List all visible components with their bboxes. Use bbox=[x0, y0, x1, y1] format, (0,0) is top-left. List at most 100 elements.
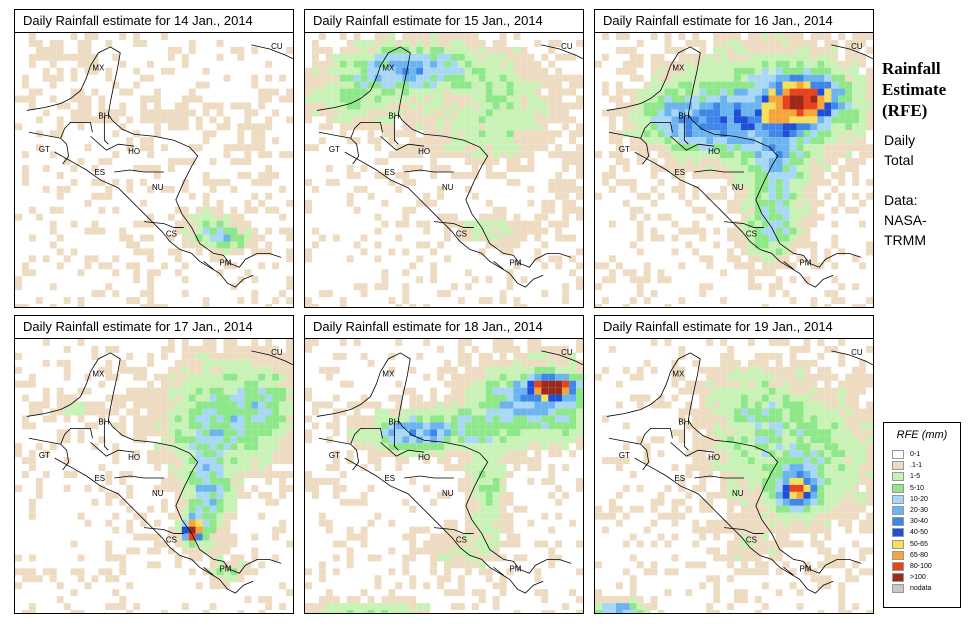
period-line: Daily bbox=[884, 132, 916, 148]
rainfall-grid bbox=[305, 339, 583, 613]
rainfall-map: MX BH GT HO ES NU CS PM CU bbox=[14, 32, 294, 308]
legend-swatch bbox=[892, 472, 904, 482]
country-label: PM bbox=[220, 258, 232, 267]
legend-title: RFE (mm) bbox=[896, 429, 948, 441]
country-label: ES bbox=[94, 168, 105, 177]
country-label: BH bbox=[388, 111, 399, 120]
country-label: PM bbox=[510, 564, 522, 573]
country-label: MX bbox=[382, 64, 395, 73]
legend-label: .1-1 bbox=[910, 462, 923, 470]
legend-label: 80-100 bbox=[910, 562, 932, 570]
legend-swatch bbox=[892, 517, 904, 527]
country-label: GT bbox=[329, 145, 340, 154]
country-label: CS bbox=[166, 230, 177, 239]
country-label: CS bbox=[456, 536, 467, 545]
country-boundaries bbox=[606, 44, 873, 288]
country-label: HO bbox=[708, 453, 720, 462]
legend-label: 30-40 bbox=[910, 518, 928, 526]
country-label: CU bbox=[851, 42, 863, 51]
country-label: HO bbox=[128, 147, 140, 156]
rainfall-grid bbox=[595, 339, 873, 613]
heading-line: Rainfall bbox=[882, 59, 941, 78]
legend-label: nodata bbox=[910, 585, 932, 593]
country-label: HO bbox=[418, 147, 430, 156]
legend-swatch bbox=[892, 561, 904, 571]
country-label: GT bbox=[39, 451, 50, 460]
rainfall-grid bbox=[305, 33, 583, 307]
country-label: NU bbox=[152, 183, 164, 192]
heading-line: (RFE) bbox=[882, 101, 928, 120]
rainfall-map-svg: MX BH GT HO ES NU CS PM CU bbox=[305, 33, 583, 307]
legend-label: 65-80 bbox=[910, 551, 928, 559]
country-label: MX bbox=[382, 370, 395, 379]
period-label: Daily Total bbox=[884, 130, 968, 170]
country-label: BH bbox=[388, 417, 399, 426]
legend-swatch bbox=[892, 494, 904, 504]
country-label: GT bbox=[619, 451, 630, 460]
rainfall-map: MX BH GT HO ES NU CS PM CU bbox=[304, 338, 584, 614]
country-boundaries bbox=[606, 350, 873, 594]
country-label: CS bbox=[166, 536, 177, 545]
country-label: NU bbox=[442, 489, 454, 498]
country-label: CU bbox=[271, 42, 283, 51]
legend-label: 5-10 bbox=[910, 484, 925, 492]
legend-swatch bbox=[892, 584, 904, 594]
legend-label: 0-1 bbox=[910, 451, 921, 458]
rainfall-map: MX BH GT HO ES NU CS PM CU bbox=[304, 32, 584, 308]
legend-swatch bbox=[892, 461, 904, 471]
legend-swatch bbox=[892, 505, 904, 515]
country-label: CU bbox=[851, 348, 863, 357]
country-label: GT bbox=[619, 145, 630, 154]
legend-swatch bbox=[892, 483, 904, 493]
heading-line: Estimate bbox=[882, 80, 947, 99]
legend-swatch bbox=[892, 450, 904, 459]
country-boundaries bbox=[316, 44, 583, 288]
country-label: HO bbox=[708, 147, 720, 156]
country-label: ES bbox=[384, 474, 395, 483]
country-boundaries bbox=[26, 44, 293, 288]
rainfall-grid bbox=[15, 339, 293, 613]
panel-title: Daily Rainfall estimate for 14 Jan., 201… bbox=[14, 9, 294, 33]
country-label: CU bbox=[271, 348, 283, 357]
country-label: NU bbox=[152, 489, 164, 498]
country-label: PM bbox=[510, 258, 522, 267]
country-label: GT bbox=[39, 145, 50, 154]
legend-swatch bbox=[892, 528, 904, 538]
country-label: BH bbox=[98, 111, 109, 120]
country-label: HO bbox=[128, 453, 140, 462]
country-label: ES bbox=[94, 474, 105, 483]
panel-title: Daily Rainfall estimate for 18 Jan., 201… bbox=[304, 315, 584, 339]
country-label: PM bbox=[800, 258, 812, 267]
country-label: PM bbox=[220, 564, 232, 573]
country-label: HO bbox=[418, 453, 430, 462]
legend-swatch bbox=[892, 539, 904, 549]
legend-label: 1-5 bbox=[910, 473, 921, 481]
legend-label: 10-20 bbox=[910, 495, 928, 503]
legend-label: 50-65 bbox=[910, 540, 928, 548]
data-source-label: Data: NASA- TRMM bbox=[884, 190, 968, 250]
legend-label: >100 bbox=[910, 574, 926, 582]
source-line: NASA- bbox=[884, 212, 927, 228]
panel-title: Daily Rainfall estimate for 19 Jan., 201… bbox=[594, 315, 874, 339]
country-label: NU bbox=[732, 489, 744, 498]
panel-title: Daily Rainfall estimate for 15 Jan., 201… bbox=[304, 9, 584, 33]
panel-title: Daily Rainfall estimate for 16 Jan., 201… bbox=[594, 9, 874, 33]
rainfall-map-svg: MX BH GT HO ES NU CS PM CU bbox=[305, 339, 583, 613]
rainfall-map-svg: MX BH GT HO ES NU CS PM CU bbox=[595, 339, 873, 613]
country-label: CU bbox=[561, 42, 573, 51]
country-label: NU bbox=[442, 183, 454, 192]
country-label: ES bbox=[384, 168, 395, 177]
country-label: ES bbox=[674, 168, 685, 177]
country-label: ES bbox=[674, 474, 685, 483]
source-line: Data: bbox=[884, 192, 918, 208]
panel-title: Daily Rainfall estimate for 17 Jan., 201… bbox=[14, 315, 294, 339]
rainfall-grid bbox=[595, 33, 873, 307]
rainfall-grid bbox=[15, 33, 293, 307]
rainfall-map-svg: MX BH GT HO ES NU CS PM CU bbox=[15, 33, 293, 307]
country-label: CS bbox=[456, 230, 467, 239]
country-label: MX bbox=[92, 370, 105, 379]
rainfall-map: MX BH GT HO ES NU CS PM CU bbox=[594, 32, 874, 308]
country-label: CS bbox=[746, 230, 757, 239]
country-label: MX bbox=[672, 64, 685, 73]
